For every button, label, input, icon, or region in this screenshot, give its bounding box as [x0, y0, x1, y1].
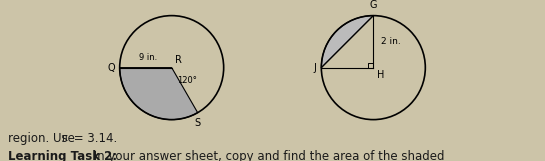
Text: Q: Q [107, 63, 114, 73]
Text: J: J [313, 63, 316, 73]
Text: G: G [370, 0, 377, 10]
Text: 120°: 120° [177, 76, 197, 85]
Polygon shape [322, 16, 373, 68]
Text: Learning Task 2:: Learning Task 2: [8, 150, 117, 161]
Text: H: H [377, 70, 385, 80]
Text: π: π [62, 133, 68, 143]
Text: S: S [195, 118, 201, 128]
Polygon shape [120, 68, 198, 120]
Text: region. Use: region. Use [8, 132, 78, 145]
Text: = 3.14.: = 3.14. [70, 132, 117, 145]
Text: 2 in.: 2 in. [382, 37, 401, 46]
Text: 9 in.: 9 in. [139, 53, 158, 62]
Text: R: R [175, 55, 181, 65]
Text: In your answer sheet, copy and find the area of the shaded: In your answer sheet, copy and find the … [90, 150, 445, 161]
